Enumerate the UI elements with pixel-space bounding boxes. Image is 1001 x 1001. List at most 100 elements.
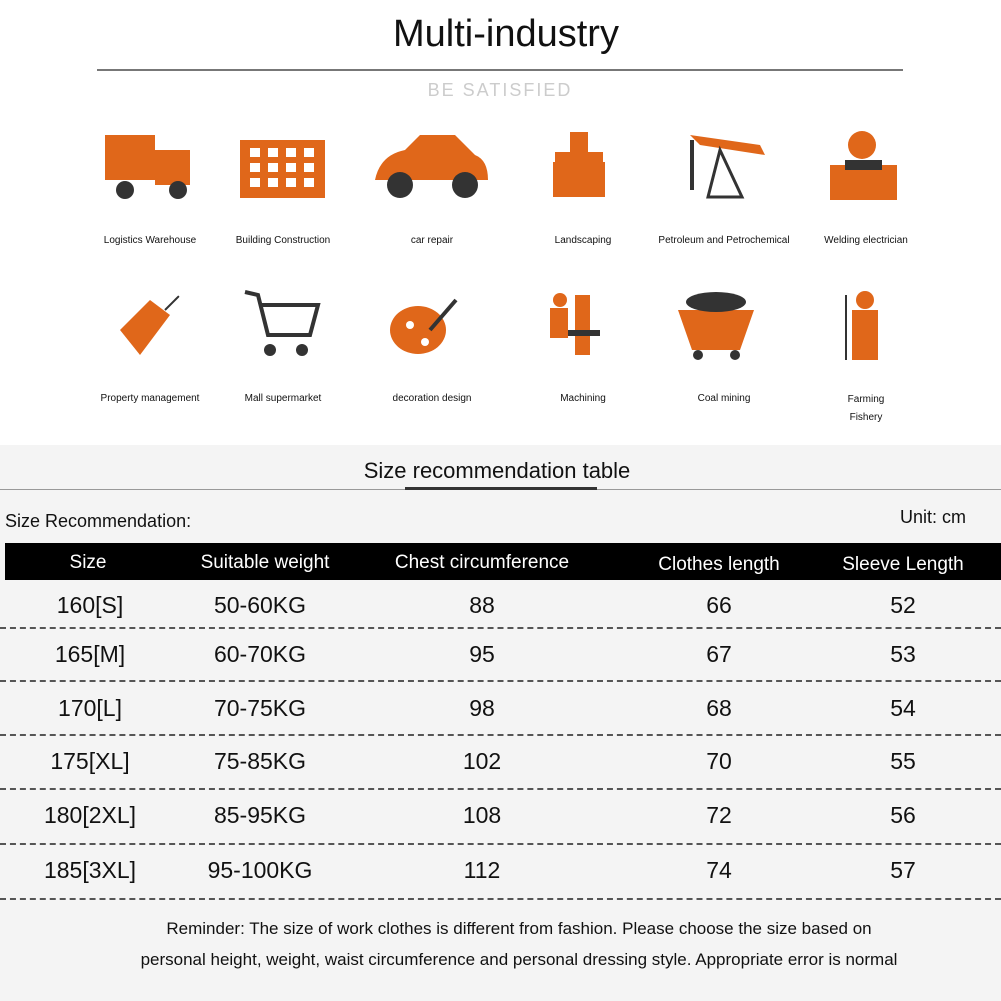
table-cell: 50-60KG [213,592,307,618]
icon-shape [120,300,170,355]
icon-shape [848,131,876,159]
icon-shape [730,350,740,360]
reminder: Reminder: The size of work clothes is di… [166,919,872,938]
table-cell: 160[S] [56,592,124,618]
icon-shape [375,135,488,180]
icon-shape [304,163,314,172]
icon-shape [553,162,605,197]
table-cell: 60-70KG [213,641,307,667]
title: Multi-industry [393,13,619,55]
icon-shape [169,181,187,199]
column-header: Size [69,552,107,573]
industry-section [0,0,1001,445]
table-cell: 170[L] [58,695,122,721]
table-cell: 95-100KG [207,857,313,883]
reminder: personal height, weight, waist circumfer… [140,950,898,969]
icon-shape [304,148,314,157]
column-header: Suitable weight [200,552,330,573]
industry-label: Landscaping [554,235,612,246]
table-cell: 68 [706,695,732,721]
table-cell: 72 [706,802,732,828]
industry-label: Coal mining [697,393,751,404]
industry-label: Mall supermarket [244,393,322,404]
icon-shape [570,132,588,152]
section-underline [405,487,597,490]
icon-shape [550,308,568,338]
icon-shape [693,350,703,360]
icon-shape [690,135,765,155]
unit: Unit: cm [900,507,967,527]
table-caption: Size Recommendation: [5,511,192,531]
row-divider [0,680,1001,682]
icon-shape [845,160,882,170]
icon-shape [296,344,308,356]
table-cell: 88 [469,592,495,618]
section-title: Size recommendation table [363,458,631,483]
column-header: Clothes length [658,554,780,575]
icon-shape [690,140,694,190]
icon-shape [553,293,567,307]
row-divider [0,898,1001,900]
table-cell: 53 [890,641,916,667]
icon-shape [250,148,260,157]
icon-shape [390,306,446,354]
table-cell: 112 [463,857,501,883]
icon-shape [264,344,276,356]
icon-shape [686,292,746,312]
icons [105,131,897,360]
industry-label: car repair [410,235,454,246]
icon-shape [286,178,296,187]
table-cell: 108 [462,802,502,828]
icon-shape [560,330,600,336]
icon-shape [250,163,260,172]
row-divider [0,788,1001,790]
industry-label: Farming Fishery [847,394,885,423]
icon-shape [852,310,878,360]
icon-shape [421,338,429,346]
table-cell: 52 [890,592,916,618]
table-cell: 175[XL] [50,748,130,774]
icon-shape [105,135,155,180]
table-cell: 67 [706,641,732,667]
icon-shape [428,298,458,332]
icon-shape [555,152,603,162]
table-cell: 57 [890,857,916,883]
divider [97,69,903,71]
icon-shape [268,148,278,157]
icon-shape [387,172,413,198]
industry-label: decoration design [392,393,472,404]
subtitle: BE SATISFIED [427,80,573,100]
icon-shape [575,295,590,355]
table-header [5,543,1001,580]
industry-label: Petroleum and Petrochemical [658,235,790,246]
icon-shape [856,291,874,309]
table-cell: 85-95KG [213,802,307,828]
column-header: Chest circumference [394,552,570,573]
table-cell: 98 [469,695,495,721]
table-cell: 55 [890,748,916,774]
table-cell: 75-85KG [213,748,307,774]
icon-shape [452,172,478,198]
icon-shape [304,178,314,187]
industry-label: Building Construction [235,235,331,246]
industry-label: Machining [560,393,606,404]
row-divider [0,627,1001,629]
row-divider [0,843,1001,845]
table-cell: 180[2XL] [43,802,137,828]
icon-shape [116,181,134,199]
icon-shape [286,148,296,157]
icon-shape [155,150,190,185]
table-cell: 70 [706,748,732,774]
icon-shape [286,163,296,172]
table-cell: 70-75KG [213,695,307,721]
table-cell: 56 [890,802,916,828]
icon-shape [164,295,180,311]
table-cell: 66 [706,592,732,618]
row-divider [0,734,1001,736]
table-cell: 54 [890,695,916,721]
icon-shape [244,290,321,337]
icon-shape [706,145,745,199]
industry-label: Welding electrician [824,235,908,246]
table-cell: 74 [706,857,732,883]
